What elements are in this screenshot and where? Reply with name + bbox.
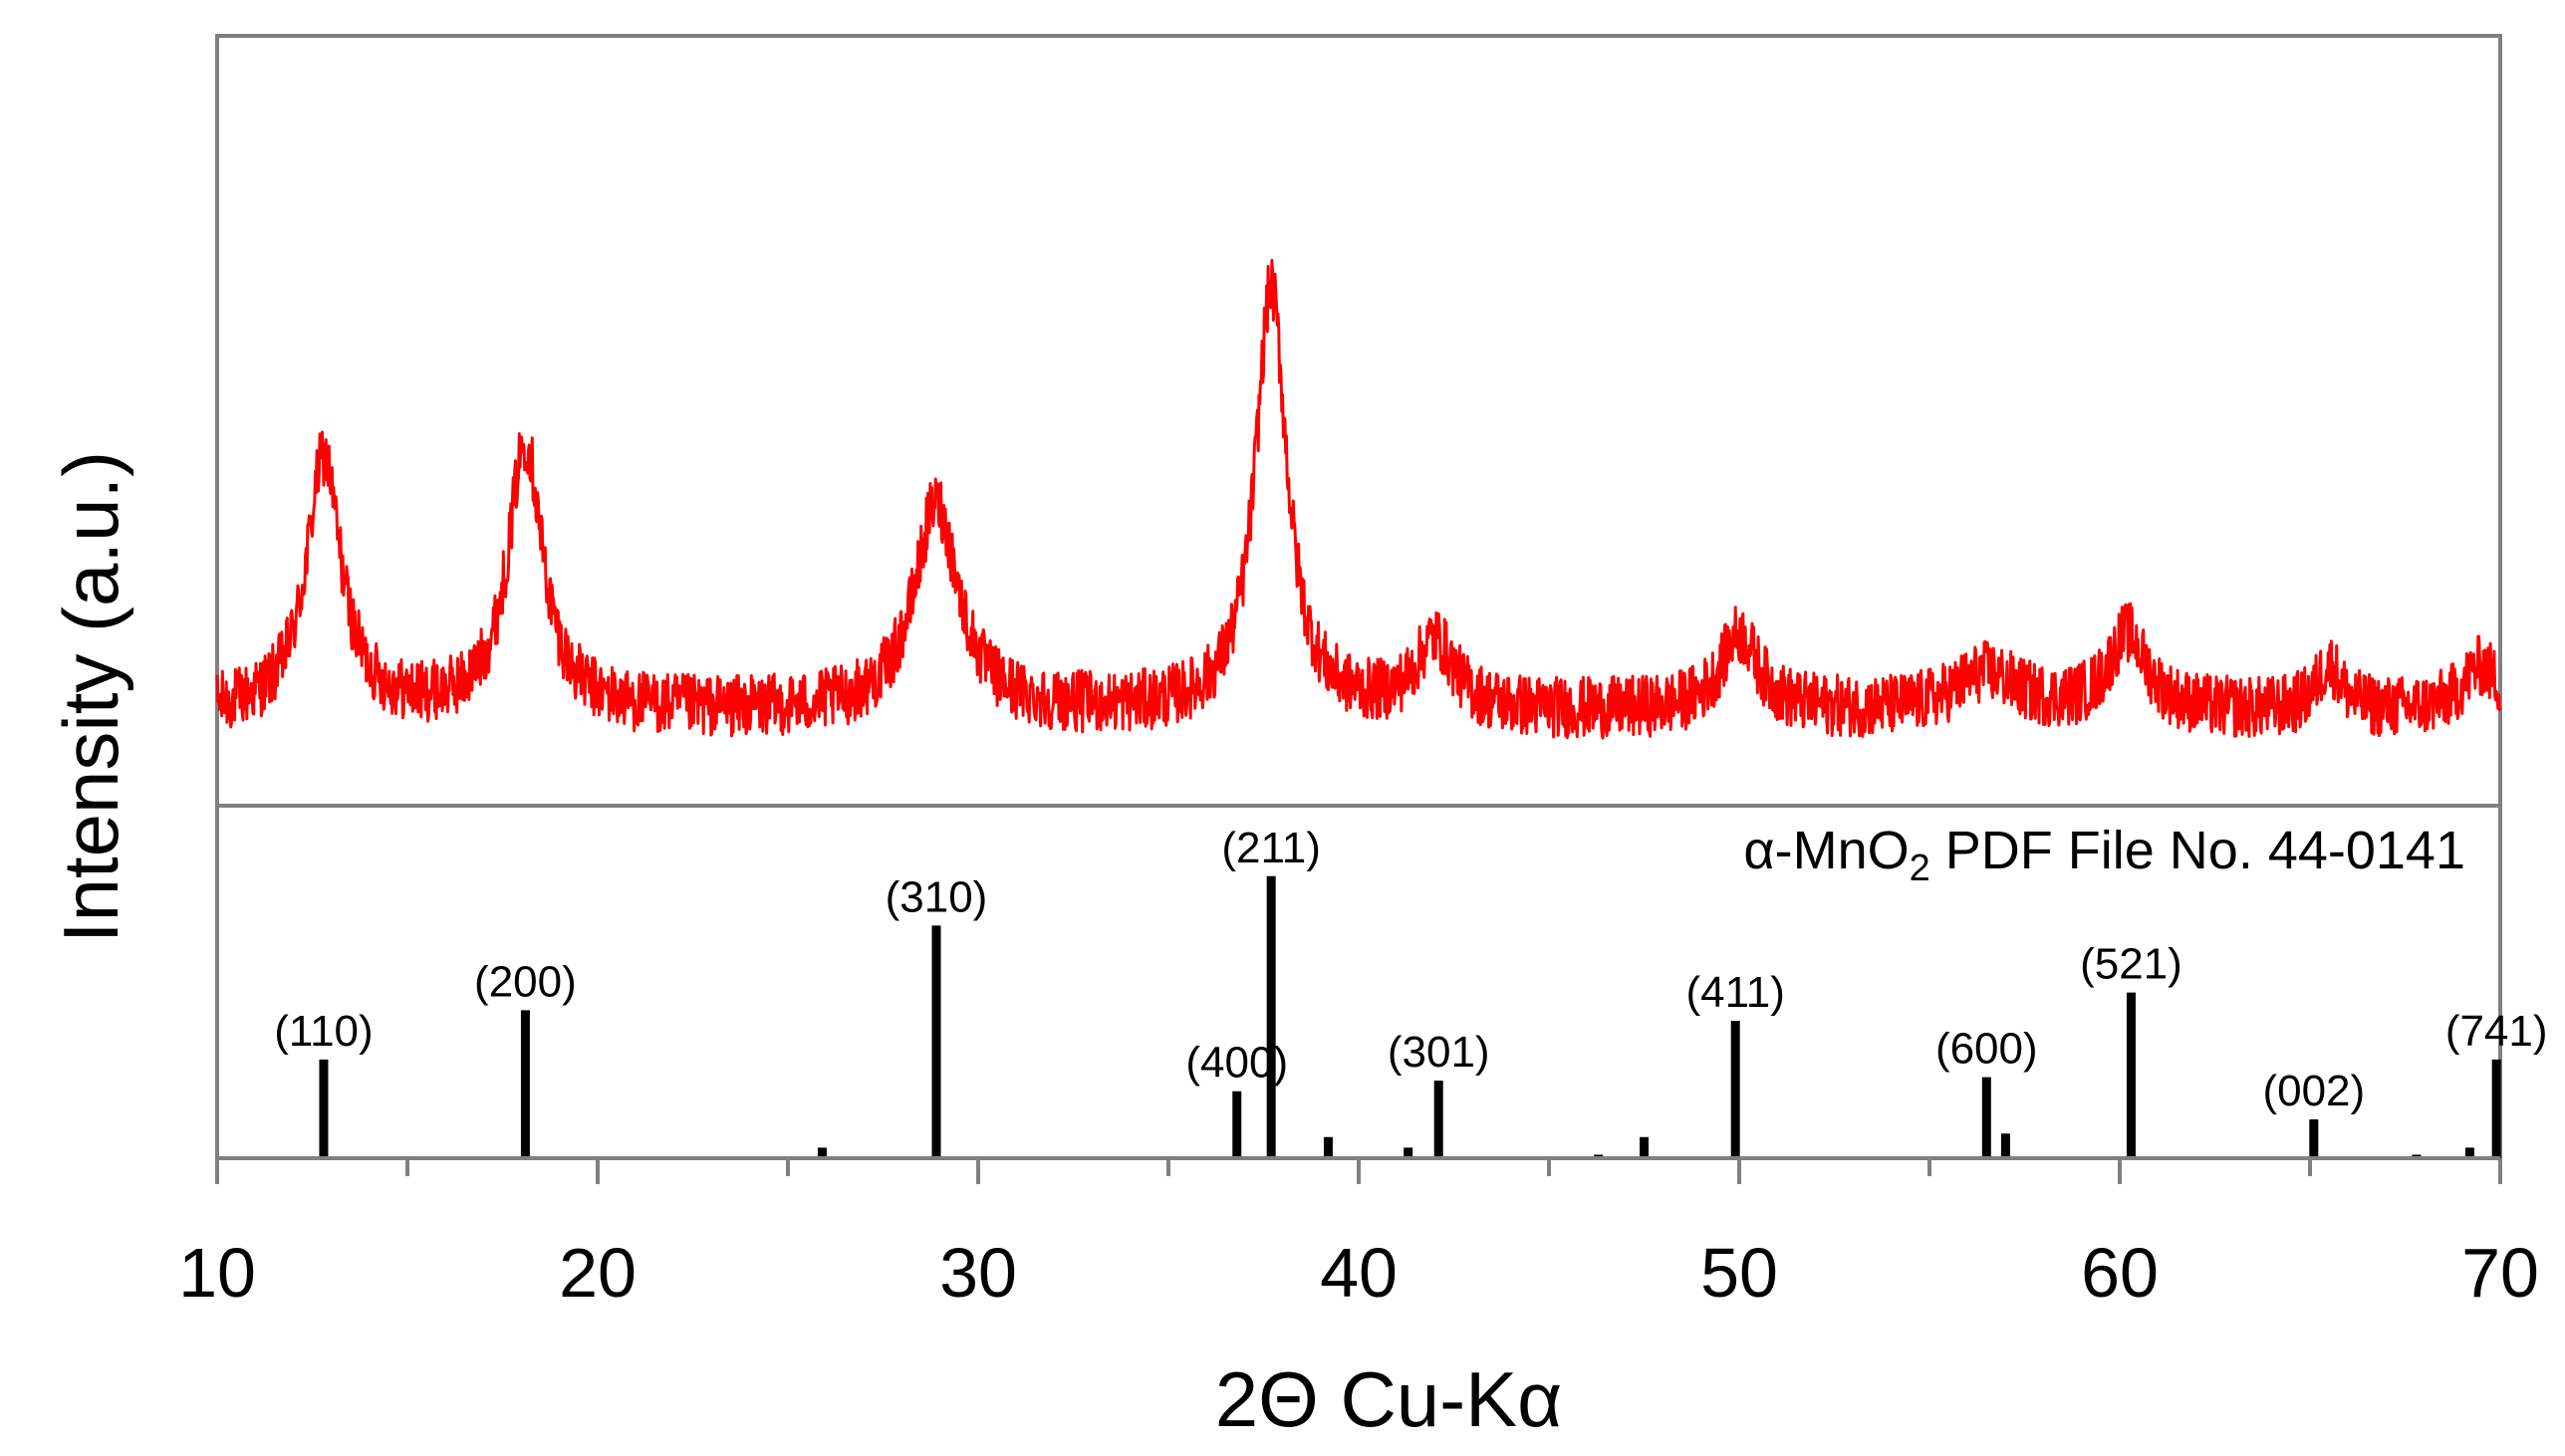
- x-axis-title: 2Θ Cu-Kα: [1215, 1355, 1563, 1443]
- hkl-label: (600): [1935, 1025, 2038, 1074]
- hkl-label: (411): [1685, 968, 1784, 1017]
- reference-label-subscript: 2: [1910, 848, 1930, 889]
- reference-label: α-MnO2 PDF File No. 44-0141: [1743, 821, 2465, 889]
- hkl-label: (400): [1185, 1039, 1288, 1088]
- x-tick-label: 40: [1320, 1234, 1398, 1312]
- hkl-label: (310): [886, 872, 988, 921]
- hkl-label: (110): [274, 1007, 373, 1056]
- y-axis-title: Intensity (a.u.): [47, 451, 134, 943]
- hkl-label: (301): [1388, 1028, 1490, 1077]
- x-tick-label: 70: [2461, 1234, 2539, 1312]
- reference-label-suffix: PDF File No. 44-0141: [1930, 821, 2465, 880]
- reference-lines: [319, 875, 2501, 1158]
- x-tick-label: 60: [2081, 1234, 2159, 1312]
- hkl-label: (211): [1221, 824, 1320, 872]
- x-tick-label: 30: [939, 1234, 1017, 1312]
- x-tick-label: 50: [1700, 1234, 1778, 1312]
- x-axis-ticks: [215, 1158, 2502, 1184]
- hkl-label: (741): [2445, 1007, 2548, 1056]
- reference-label-prefix: α-MnO: [1743, 821, 1909, 880]
- hkl-label: (200): [474, 957, 577, 1006]
- hkl-label: (002): [2262, 1067, 2365, 1115]
- x-tick-label: 20: [559, 1234, 637, 1312]
- series-line-sample: [215, 258, 2502, 740]
- hkl-label: (521): [2080, 940, 2182, 989]
- reference-hkl-labels: (110) (200) (310) (400) (211) (301) (411) (600)…: [274, 824, 2547, 1115]
- x-tick-label: 10: [178, 1234, 256, 1312]
- x-axis-tick-labels: 10 20 30 40 50 60 70: [178, 1234, 2539, 1312]
